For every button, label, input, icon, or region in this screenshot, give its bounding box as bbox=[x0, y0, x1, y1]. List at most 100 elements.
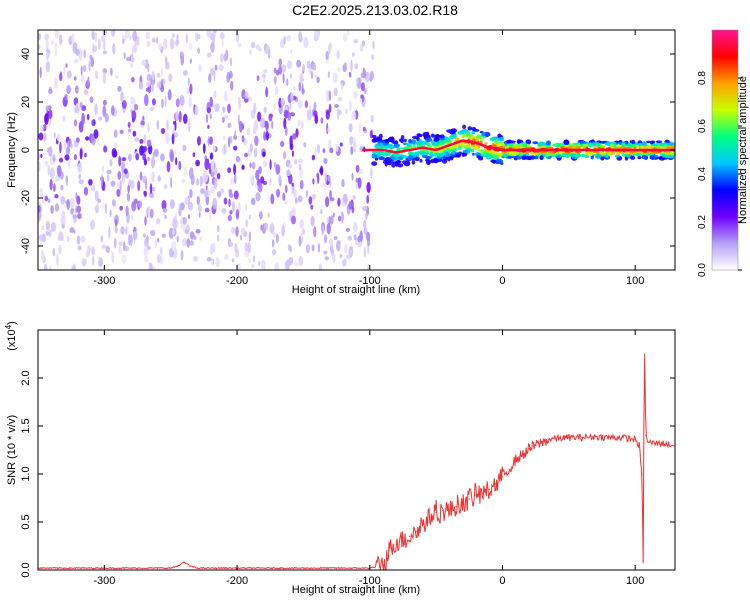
spectrogram-cell bbox=[160, 153, 165, 162]
snr-point bbox=[548, 438, 550, 440]
spectrogram-cell bbox=[321, 224, 325, 236]
spectrogram-cell bbox=[70, 143, 73, 149]
spectrogram-cell bbox=[234, 130, 237, 141]
spectrogram-cell bbox=[38, 44, 41, 51]
spectrogram-cell bbox=[337, 96, 343, 102]
spectrogram-cell bbox=[228, 188, 233, 195]
spectrogram-cell bbox=[360, 94, 364, 99]
spectrogram-cell bbox=[274, 262, 280, 270]
spectrogram-cell bbox=[74, 58, 79, 64]
snr-point bbox=[389, 550, 391, 552]
spectrogram-band-cell bbox=[659, 142, 665, 147]
spectrogram-band-cell bbox=[416, 136, 420, 142]
snr-point bbox=[382, 564, 384, 566]
spectrogram-cell bbox=[175, 157, 178, 166]
spectrogram-cell bbox=[59, 34, 63, 45]
spectrogram-cell bbox=[294, 262, 299, 267]
spectrogram-cell bbox=[212, 197, 218, 210]
spectrogram-cell bbox=[345, 227, 350, 233]
spectrogram-cell bbox=[297, 99, 303, 109]
spectrogram-cell bbox=[113, 142, 118, 149]
spectrogram-cell bbox=[124, 30, 130, 39]
spectrogram-cell bbox=[149, 191, 154, 199]
spectrogram-cell bbox=[143, 245, 149, 257]
spectrogram-cell bbox=[249, 49, 252, 55]
spectrogram-cell bbox=[360, 82, 365, 92]
spectrogram-cell bbox=[129, 234, 133, 247]
spectrogram-cell bbox=[327, 71, 330, 79]
spectrogram-band-cell bbox=[471, 130, 476, 135]
spectrogram-cell bbox=[336, 240, 341, 252]
spectrogram-cell bbox=[249, 162, 252, 168]
spectrogram-cell bbox=[208, 73, 212, 84]
spectrogram-cell bbox=[42, 124, 47, 132]
spectrogram-cell bbox=[316, 30, 320, 38]
spectrogram-cell bbox=[285, 169, 291, 177]
spectrogram-cell bbox=[111, 105, 115, 116]
spectrogram-cell bbox=[211, 160, 215, 173]
spectrogram-cell bbox=[108, 226, 111, 239]
spectrogram-cell bbox=[287, 112, 291, 121]
colorbar-tick-label: 0.2 bbox=[697, 215, 708, 229]
spectrogram-cell bbox=[73, 76, 77, 81]
snr-x-ticks: -300 -200 -100 0 100 bbox=[93, 330, 644, 587]
snr-y-tick-label: 1.5 bbox=[20, 418, 32, 433]
snr-point bbox=[508, 468, 510, 470]
spectrogram-cell bbox=[323, 250, 328, 255]
spectrogram-cell bbox=[164, 95, 167, 108]
spectrogram-cell bbox=[247, 242, 251, 254]
spectrogram-cell bbox=[91, 246, 95, 256]
spectrogram-band-cell bbox=[630, 155, 636, 160]
spectrogram-cell bbox=[287, 163, 293, 169]
spectrogram-band-cell bbox=[406, 143, 410, 147]
spectrogram-cell bbox=[184, 197, 190, 206]
spectrogram-band-cell bbox=[616, 151, 620, 155]
spectrogram-band-cell bbox=[522, 142, 528, 148]
spectrogram-band-cell bbox=[425, 137, 433, 142]
spectrogram-band-cell bbox=[416, 133, 422, 137]
spectrogram-cell bbox=[162, 208, 168, 213]
spectrogram-band-cell bbox=[451, 150, 456, 155]
spectrogram-band-cell bbox=[507, 155, 513, 159]
spectrogram-cell bbox=[44, 160, 48, 167]
spectrogram-cell bbox=[265, 130, 269, 141]
spectrogram-band-cell bbox=[484, 154, 490, 158]
spectrogram-cell bbox=[306, 109, 312, 121]
spectrogram-band-cell bbox=[622, 142, 626, 148]
spectrogram-cell bbox=[50, 40, 55, 45]
spectrogram-cell bbox=[359, 44, 364, 52]
snr-y-scale-base: (x10 bbox=[6, 329, 18, 350]
spectrogram-cell bbox=[139, 171, 143, 181]
spectrogram-cell bbox=[339, 253, 343, 259]
spectrogram-cell bbox=[195, 159, 201, 167]
spectrogram-cell bbox=[352, 52, 355, 57]
spectrogram-cell bbox=[73, 154, 77, 161]
spectrogram-cell bbox=[185, 87, 190, 94]
spectrogram-band-cell bbox=[534, 155, 539, 160]
spectrogram-cell bbox=[83, 49, 86, 59]
spectrogram-cell bbox=[209, 212, 212, 220]
spectrogram-cell bbox=[324, 172, 328, 185]
spectrogram-band-cell bbox=[647, 145, 654, 150]
spectrogram-cell bbox=[102, 202, 105, 209]
spectrogram-cell bbox=[143, 190, 147, 196]
spectrogram-cell bbox=[38, 205, 41, 213]
spectrogram-cell bbox=[206, 52, 212, 58]
spectrogram-cell bbox=[353, 234, 357, 241]
spectrogram-cell bbox=[48, 88, 53, 95]
spectrogram-cell bbox=[147, 156, 150, 162]
spectrogram-cell bbox=[271, 120, 274, 130]
spectrogram-cell bbox=[69, 227, 75, 233]
spectrogram-cell bbox=[114, 226, 118, 234]
spectrogram-band-cell bbox=[484, 142, 488, 145]
spectrogram-cell bbox=[111, 199, 116, 207]
spectrogram-cell bbox=[333, 87, 338, 97]
spectrogram-cell bbox=[244, 152, 249, 158]
spectrogram-cell bbox=[67, 235, 70, 243]
spectrogram-cell bbox=[52, 248, 56, 257]
spectrogram-cell bbox=[298, 235, 302, 247]
spectrogram-cell bbox=[153, 148, 159, 157]
spectrogram-cell bbox=[144, 255, 149, 263]
spectrogram-cell bbox=[125, 57, 131, 62]
spectrogram-cell bbox=[332, 72, 338, 84]
